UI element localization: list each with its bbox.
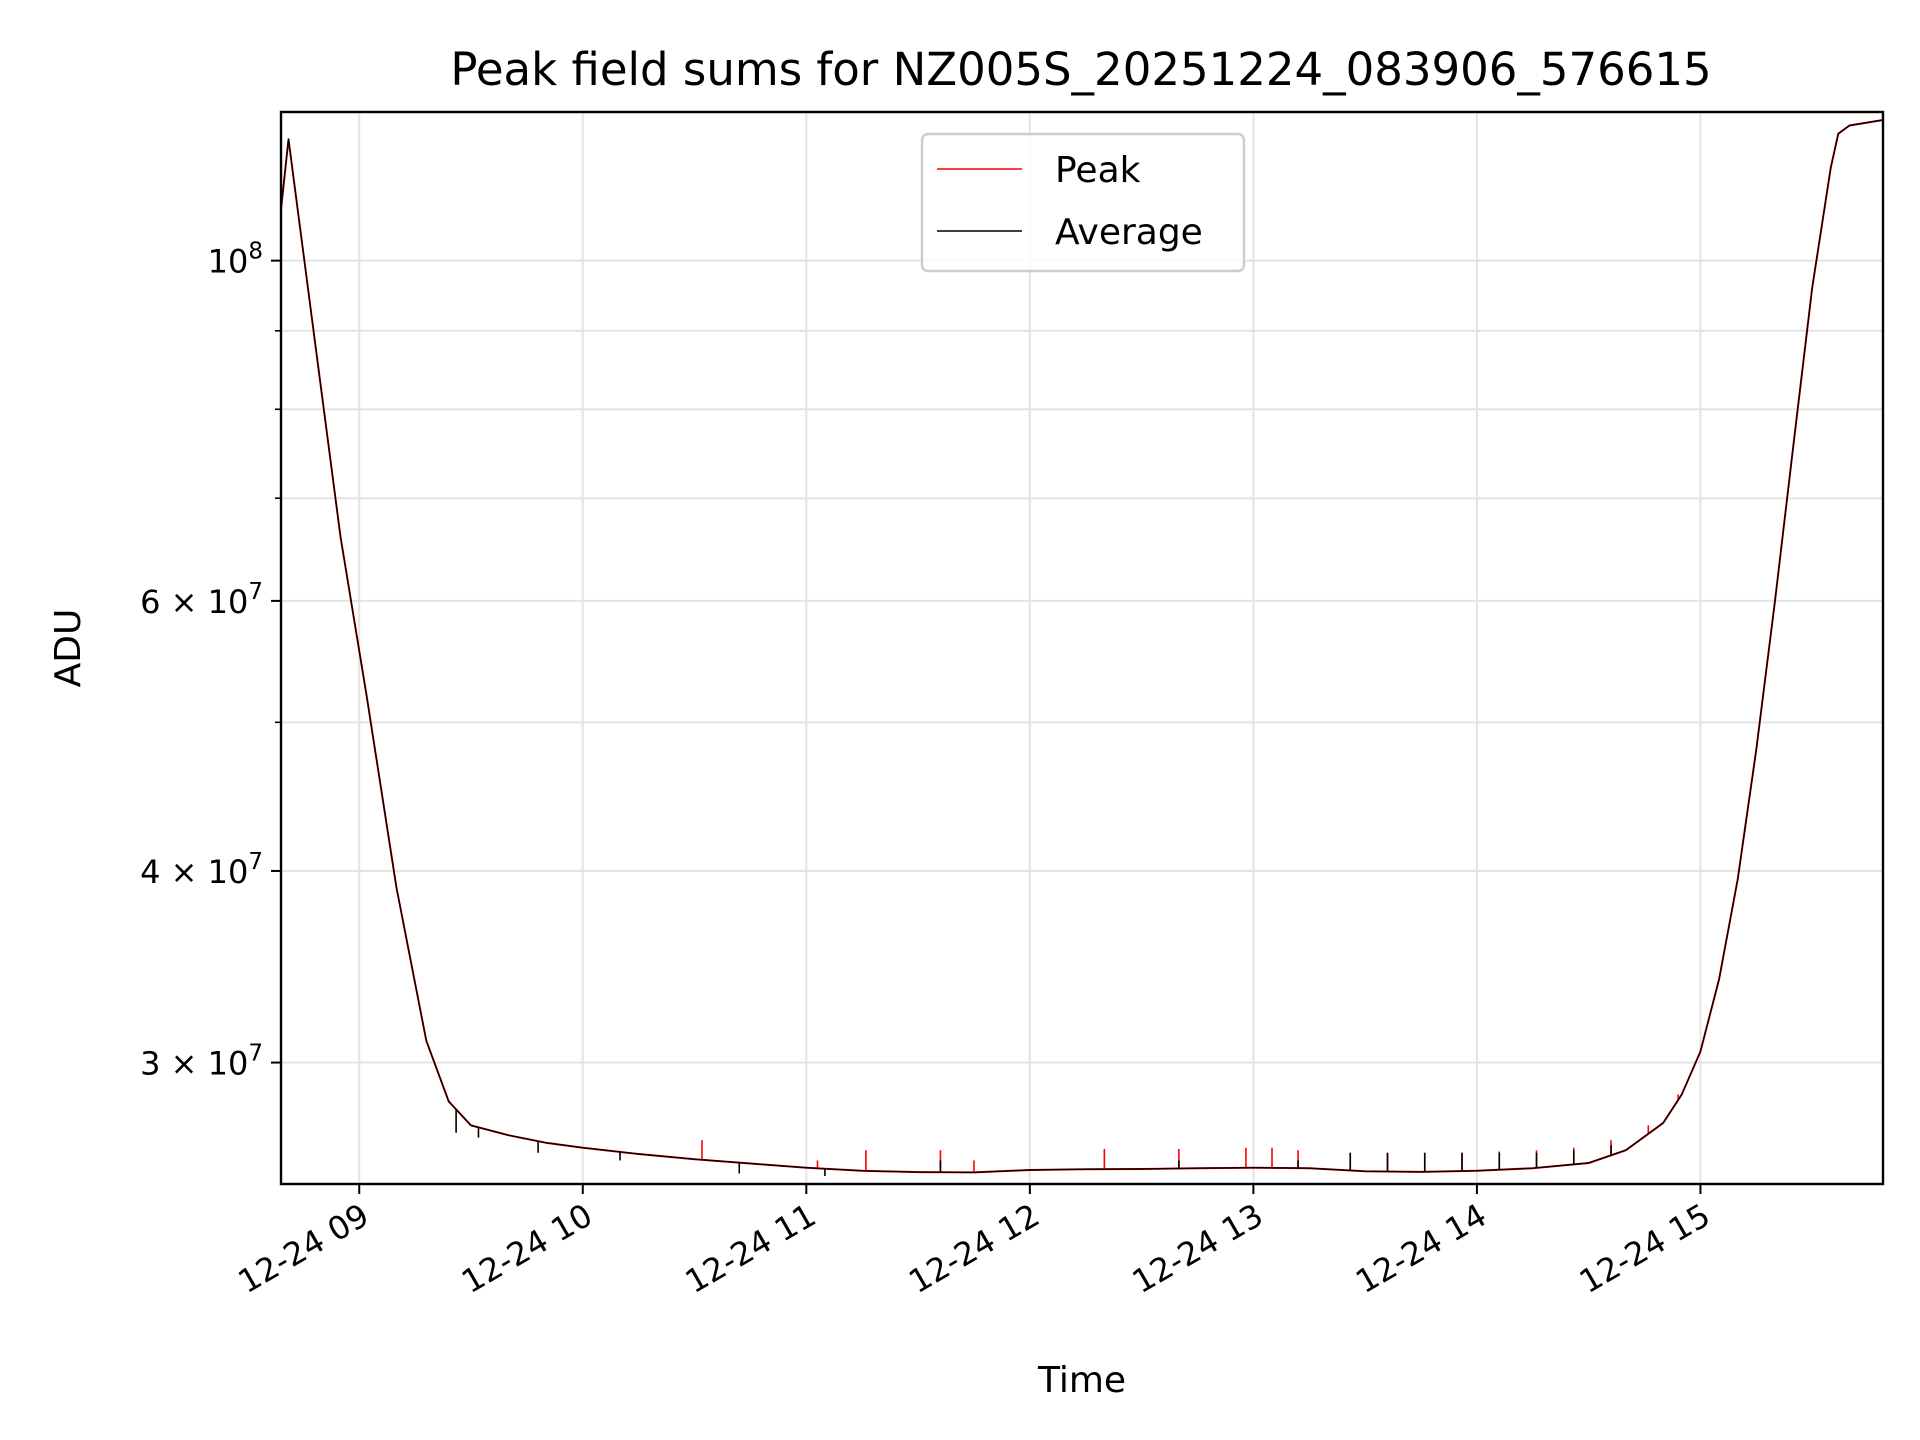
y-tick-label-exponent: 8 (248, 239, 263, 265)
plot-frame (279, 110, 1885, 1186)
y-tick-label: 4 × 107 (140, 849, 263, 891)
y-tick-label: 6 × 107 (140, 579, 263, 621)
x-axis-label: Time (1037, 1360, 1126, 1401)
legend-label-average: Average (1055, 212, 1203, 253)
chart-title: Peak field sums for NZ005S_20251224_0839… (450, 43, 1711, 96)
legend-label-peak: Peak (1055, 150, 1141, 191)
y-tick-label-exponent: 7 (248, 1041, 263, 1067)
y-tick-label-base: 4 × 10 (140, 853, 248, 891)
y-grid (281, 259, 1883, 1064)
y-tick-label-base: 10 (208, 243, 249, 281)
series-average (281, 119, 1883, 1177)
series-line-average (281, 119, 1883, 1174)
legend: Peak Average (920, 132, 1246, 273)
y-tick-label-base: 3 × 10 (140, 1045, 248, 1083)
y-axis-label: ADU (48, 609, 89, 688)
y-tick-label-exponent: 7 (248, 849, 263, 875)
y-tick-label: 108 (208, 239, 263, 281)
x-grid (358, 112, 1702, 1184)
y-tick-label: 3 × 107 (140, 1041, 263, 1083)
y-tick-label-exponent: 7 (248, 579, 263, 605)
plot-area (281, 119, 1883, 1177)
y-tick-label-base: 6 × 10 (140, 583, 248, 621)
